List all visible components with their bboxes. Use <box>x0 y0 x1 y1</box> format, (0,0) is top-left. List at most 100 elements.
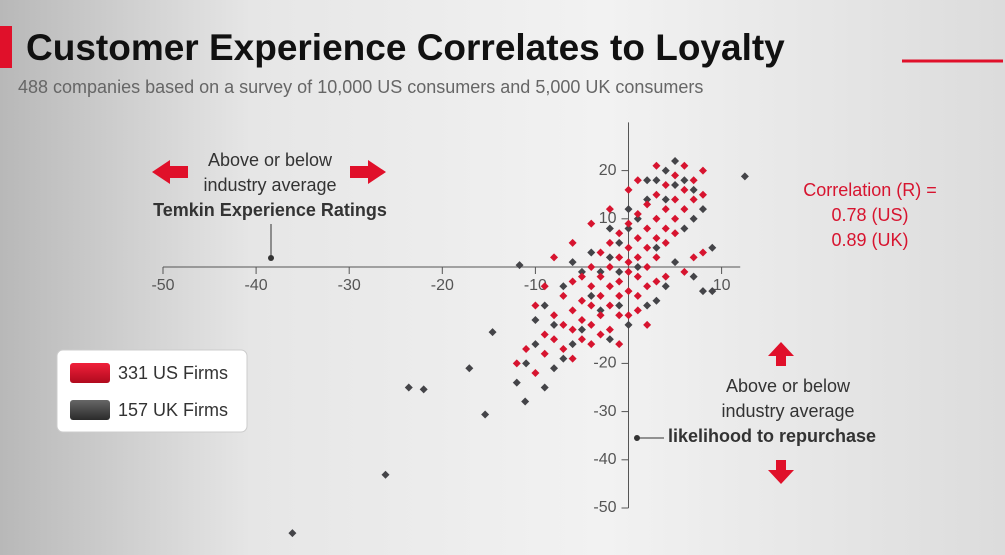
x-label: industry average <box>203 175 336 195</box>
leader-dot <box>268 255 274 261</box>
point <box>540 301 549 310</box>
point <box>633 176 642 185</box>
point <box>661 181 670 190</box>
point <box>568 325 577 334</box>
point <box>605 325 614 334</box>
y-tick-label: -40 <box>593 451 616 468</box>
point <box>661 272 670 281</box>
point <box>559 282 568 291</box>
point <box>661 282 670 291</box>
point <box>488 328 497 337</box>
point <box>698 190 707 199</box>
point <box>624 267 633 276</box>
y-label: likelihood to repurchase <box>668 426 876 446</box>
point <box>698 205 707 214</box>
point <box>550 364 559 373</box>
point <box>643 200 652 209</box>
y-tick-label: -20 <box>593 355 616 372</box>
point <box>481 410 490 419</box>
plot: -50 -40 -30 -20 -10 10 20 10 -20 -30 -40 -50 <box>151 122 749 538</box>
point <box>515 261 524 270</box>
point <box>381 470 390 479</box>
point <box>596 267 605 276</box>
point <box>559 320 568 329</box>
point <box>689 272 698 281</box>
point <box>708 243 717 252</box>
point <box>540 330 549 339</box>
point <box>633 291 642 300</box>
point <box>522 359 531 368</box>
y-tick-label: 20 <box>599 162 617 179</box>
point <box>624 219 633 228</box>
arrow-down <box>768 460 794 484</box>
point <box>540 383 549 392</box>
point <box>633 306 642 315</box>
point <box>587 263 596 271</box>
annotation: 0.89 (UK) <box>831 230 908 250</box>
point <box>559 291 568 300</box>
point <box>605 253 614 262</box>
point <box>531 340 540 349</box>
point <box>605 205 614 214</box>
legend-swatch <box>70 400 110 420</box>
point <box>680 267 689 276</box>
point <box>587 291 596 300</box>
point <box>605 301 614 310</box>
legend-label: 331 US Firms <box>118 363 228 383</box>
point <box>550 311 559 320</box>
point <box>288 529 297 538</box>
point <box>671 258 680 267</box>
point <box>596 306 605 315</box>
point <box>652 253 661 262</box>
point <box>605 263 614 271</box>
point <box>643 176 652 185</box>
point <box>624 320 633 329</box>
point <box>643 243 652 252</box>
x-tick-label: -50 <box>151 277 174 294</box>
point <box>465 364 474 373</box>
point <box>671 229 680 238</box>
point <box>596 248 605 257</box>
point <box>652 190 661 199</box>
point <box>671 171 680 180</box>
point <box>643 301 652 310</box>
point <box>521 397 530 406</box>
point <box>568 340 577 349</box>
point <box>671 214 680 223</box>
point <box>698 166 707 175</box>
arrow-up <box>768 342 794 366</box>
point <box>577 272 586 281</box>
point <box>633 253 642 262</box>
point <box>652 296 661 305</box>
point <box>587 340 596 349</box>
point <box>652 277 661 286</box>
point <box>652 234 661 243</box>
point <box>643 195 652 204</box>
annotation: 0.78 (US) <box>831 205 908 225</box>
point <box>568 258 577 267</box>
x-tick-label: -30 <box>338 277 361 294</box>
point <box>652 161 661 170</box>
point <box>615 311 624 320</box>
point <box>577 296 586 305</box>
point <box>615 291 624 300</box>
point <box>615 340 624 349</box>
point <box>568 354 577 363</box>
point <box>531 301 540 310</box>
point <box>615 253 624 262</box>
x-tick-label: -40 <box>245 277 268 294</box>
point <box>689 185 698 194</box>
point <box>615 238 624 247</box>
y-label: industry average <box>721 401 854 421</box>
point <box>680 161 689 170</box>
point <box>587 219 596 228</box>
point <box>550 335 559 344</box>
point <box>661 224 670 233</box>
point <box>680 205 689 214</box>
point <box>689 253 698 262</box>
point <box>689 214 698 223</box>
point <box>540 349 549 358</box>
point <box>740 172 749 181</box>
point <box>605 238 614 247</box>
